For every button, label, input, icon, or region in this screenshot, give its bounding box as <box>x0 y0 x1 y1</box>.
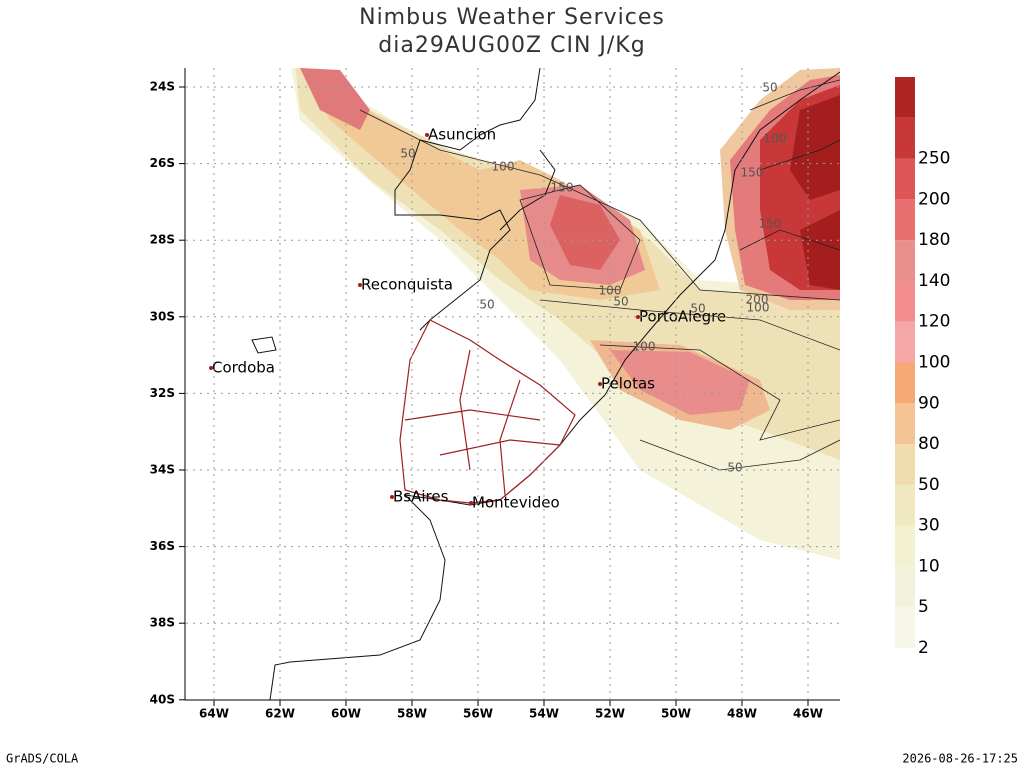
lon-label: 56W <box>463 707 493 721</box>
lat-label: 36S <box>150 539 175 553</box>
contour-label: 100 <box>633 340 656 354</box>
colorbar-label: 5 <box>918 597 929 617</box>
contour-label: 150 <box>551 181 574 195</box>
lat-label: 26S <box>150 156 175 170</box>
colorbar-label: 30 <box>918 516 940 536</box>
city-label: Reconquista <box>361 276 453 294</box>
subtitle: dia29AUG00Z CIN J/Kg <box>378 33 645 58</box>
colorbar-label: 90 <box>918 393 940 413</box>
contour-label: 100 <box>599 284 622 298</box>
shading <box>291 68 840 560</box>
lon-label: 58W <box>397 707 427 721</box>
colorbar: 2 5 10 30 50 80 90 100 120 140 180 200 250 <box>895 77 950 658</box>
colorbar-label: 100 <box>918 353 950 373</box>
contour-label: 150 <box>759 217 782 231</box>
colorbar-label: 50 <box>918 475 940 495</box>
axes: 24S 26S 28S 30S 32S 34S 36S 38S 40S 64W 62W 60W 58W 5… <box>150 68 840 721</box>
city-dot <box>390 495 394 499</box>
city-label: Montevideo <box>472 494 560 512</box>
lat-label: 30S <box>150 309 175 323</box>
city-label: Pelotas <box>601 375 655 393</box>
colorbar-swatch <box>895 525 915 567</box>
contour-label: 100 <box>747 301 770 315</box>
colorbar-swatch <box>895 607 915 648</box>
title: Nimbus Weather Services <box>359 5 665 30</box>
colorbar-swatch <box>895 362 915 404</box>
lat-label: 40S <box>150 692 175 706</box>
colorbar-swatch <box>895 321 915 363</box>
lat-label: 34S <box>150 463 175 477</box>
contour-label: 200 <box>746 293 769 307</box>
footer-right: 2026-08-26-17:25 <box>902 752 1018 766</box>
colorbar-swatch <box>895 403 915 445</box>
contour-label: 100 <box>492 160 515 174</box>
colorbar-label: 2 <box>918 638 929 658</box>
colorbar-swatch <box>895 240 915 281</box>
colorbar-label: 120 <box>918 312 950 332</box>
city-label: PortoAlegre <box>639 308 726 326</box>
city-dot <box>469 501 473 505</box>
lon-label: 46W <box>793 707 823 721</box>
colorbar-label: 140 <box>918 271 950 291</box>
lat-label: 28S <box>150 233 175 247</box>
contour-label: 50 <box>762 81 777 95</box>
contour-label: 50 <box>727 461 742 475</box>
lon-label: 52W <box>595 707 625 721</box>
colorbar-label: 250 <box>918 149 950 169</box>
colorbar-label: 180 <box>918 230 950 250</box>
city-label: Asuncion <box>428 126 496 144</box>
lon-label: 50W <box>661 707 691 721</box>
city-dot <box>598 382 602 386</box>
colorbar-swatch <box>895 444 915 485</box>
colorbar-swatch <box>895 117 915 159</box>
lat-label: 32S <box>150 386 175 400</box>
city-label: BsAires <box>393 488 449 506</box>
colorbar-swatch <box>895 199 915 241</box>
contour-label: 50 <box>479 298 494 312</box>
colorbar-label: 80 <box>918 434 940 454</box>
lon-label: 48W <box>727 707 757 721</box>
colorbar-label: 10 <box>918 556 940 576</box>
colorbar-swatch <box>895 280 915 322</box>
contour-label: 50 <box>400 147 415 161</box>
coastlines <box>251 68 840 700</box>
colorbar-label: 200 <box>918 189 950 209</box>
colorbar-swatch <box>895 484 915 526</box>
lon-label: 62W <box>265 707 295 721</box>
lat-label: 38S <box>150 616 175 630</box>
colorbar-swatch <box>895 158 915 200</box>
contours <box>359 79 840 471</box>
contour-label: 50 <box>613 295 628 309</box>
lon-label: 64W <box>199 707 229 721</box>
contour-label: 150 <box>741 166 764 180</box>
footer-left: GrADS/COLA <box>6 752 79 766</box>
contour-label: 100 <box>764 132 787 146</box>
cities: Asuncion Reconquista Cordoba PortoAlegre Pel… <box>209 126 726 512</box>
colorbar-swatch <box>895 566 915 608</box>
city-dot <box>358 283 362 287</box>
city-dot <box>209 366 213 370</box>
city-dot <box>425 133 429 137</box>
lat-label: 24S <box>150 80 175 94</box>
contour-label: 50 <box>690 302 705 316</box>
city-dot <box>636 315 640 319</box>
lon-label: 54W <box>529 707 559 721</box>
lon-label: 60W <box>331 707 361 721</box>
colorbar-swatch <box>895 77 915 118</box>
city-label: Cordoba <box>212 359 275 377</box>
